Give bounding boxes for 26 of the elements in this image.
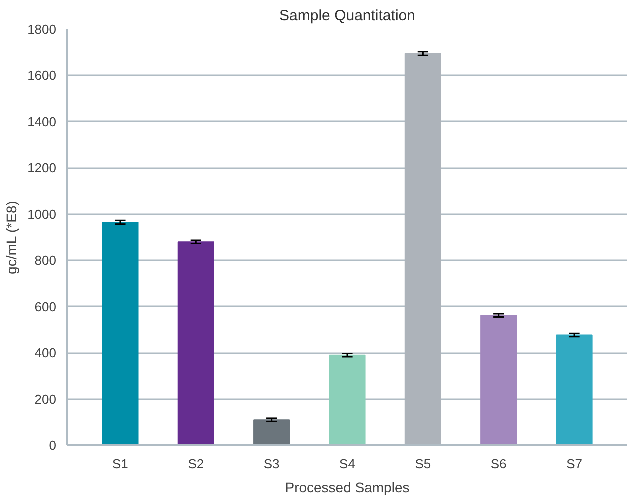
- y-tick-label: 1200: [28, 160, 56, 176]
- x-axis-title: Processed Samples: [285, 480, 410, 496]
- y-tick-label: 1600: [28, 68, 56, 84]
- x-tick-label: S7: [566, 456, 582, 472]
- x-tick-label: S2: [188, 456, 204, 472]
- y-axis-title: gc/mL (*E8): [4, 201, 20, 274]
- bar: [556, 334, 593, 446]
- y-tick-label: 1800: [28, 22, 56, 37]
- y-tick-label: 400: [34, 346, 57, 361]
- bar: [254, 420, 290, 446]
- bar: [480, 315, 518, 446]
- y-tick-label: 1000: [28, 206, 56, 222]
- x-tick-label: S6: [490, 456, 507, 472]
- y-tick-label: 600: [34, 299, 57, 314]
- x-tick-label: S3: [264, 456, 280, 472]
- y-tick-label: 0: [49, 438, 57, 453]
- bar: [102, 222, 139, 446]
- y-tick-label: 800: [34, 253, 57, 268]
- x-tick-label: S4: [340, 456, 356, 472]
- x-tick-label: S5: [415, 456, 432, 472]
- chart-title: Sample Quantitation: [280, 8, 416, 24]
- x-tick-label: S1: [112, 456, 128, 472]
- bar: [178, 242, 214, 446]
- y-tick-label: 200: [34, 392, 57, 407]
- y-tick-label: 1400: [28, 114, 56, 130]
- bar: [329, 354, 366, 446]
